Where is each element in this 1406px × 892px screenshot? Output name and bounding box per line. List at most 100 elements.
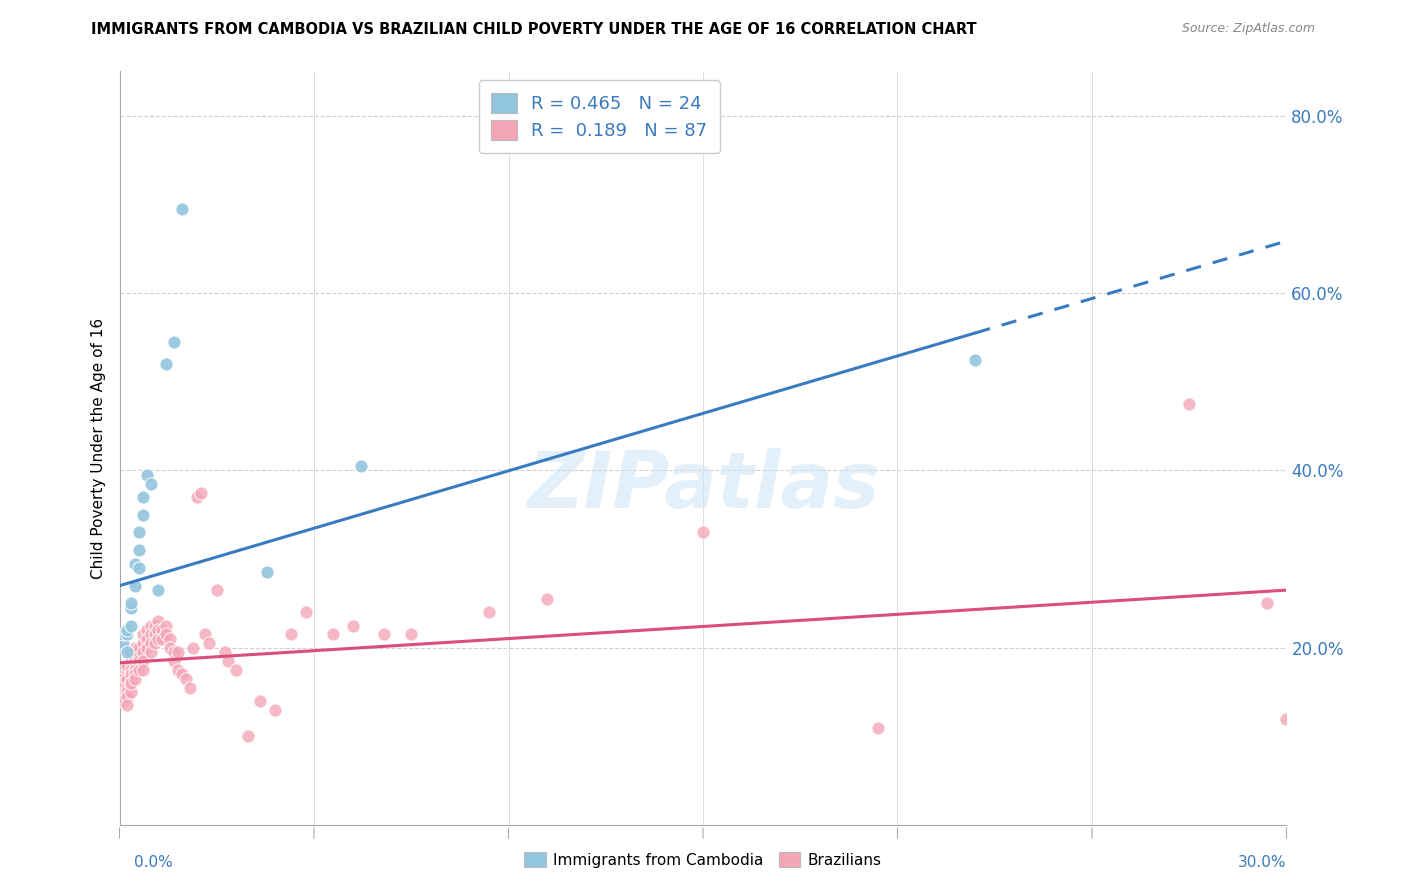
Text: 30.0%: 30.0% [1239,855,1286,870]
Point [132,627,155,641]
Point [866,721,890,735]
Point [120,645,142,659]
Text: Source: ZipAtlas.com: Source: ZipAtlas.com [1181,22,1315,36]
Point [132,645,155,659]
Point [965,352,987,367]
Point [186,490,208,504]
Point [124,557,146,571]
Point [128,543,150,558]
Point [139,618,162,632]
Point [280,627,302,641]
Point [120,676,142,690]
Point [120,676,142,690]
Point [132,508,155,522]
Point [159,632,181,646]
Point [692,525,714,540]
Point [1178,397,1201,411]
Point [120,618,142,632]
Point [120,667,142,681]
Point [163,334,186,349]
Point [143,627,166,641]
Point [139,636,162,650]
Point [117,627,139,641]
Point [132,636,155,650]
Point [225,663,247,677]
Point [139,645,162,659]
Point [1256,596,1278,610]
Point [112,690,135,704]
Point [205,583,228,598]
Point [148,583,170,598]
Point [159,640,181,655]
Point [155,618,177,632]
Point [128,649,150,664]
Point [143,618,166,632]
Point [117,685,139,699]
Point [166,645,188,659]
Text: ZIPatlas: ZIPatlas [527,448,879,524]
Text: 0.0%: 0.0% [134,855,173,870]
Point [124,654,146,668]
Point [163,645,186,659]
Point [214,645,236,659]
Point [112,685,135,699]
Point [120,596,142,610]
Point [132,663,155,677]
Point [132,654,155,668]
Point [128,663,150,677]
Point [150,623,173,637]
Point [117,672,139,686]
Point [124,579,146,593]
Point [120,654,142,668]
Point [148,632,170,646]
Point [112,627,135,641]
Point [132,490,155,504]
Point [124,640,146,655]
Point [148,614,170,628]
Point [322,627,344,641]
Point [112,676,135,690]
Point [170,667,193,681]
Point [117,681,139,695]
Point [117,658,139,673]
Point [179,681,201,695]
Point [163,654,186,668]
Point [120,600,142,615]
Point [166,663,188,677]
Point [124,663,146,677]
Point [135,623,157,637]
Point [135,632,157,646]
Point [128,640,150,655]
Point [256,566,278,580]
Point [112,694,135,708]
Point [112,681,135,695]
Point [150,632,173,646]
Point [236,730,259,744]
Point [217,654,239,668]
Point [124,649,146,664]
Point [249,694,271,708]
Point [478,605,501,619]
Point [190,485,212,500]
Point [117,690,139,704]
Point [155,627,177,641]
Point [350,458,373,473]
Text: IMMIGRANTS FROM CAMBODIA VS BRAZILIAN CHILD POVERTY UNDER THE AGE OF 16 CORRELAT: IMMIGRANTS FROM CAMBODIA VS BRAZILIAN CH… [91,22,977,37]
Point [135,467,157,482]
Y-axis label: Child Poverty Under the Age of 16: Child Poverty Under the Age of 16 [90,318,105,579]
Point [264,703,287,717]
Point [139,476,162,491]
Point [120,663,142,677]
Point [174,672,197,686]
Legend: Immigrants from Cambodia, Brazilians: Immigrants from Cambodia, Brazilians [517,846,889,873]
Point [117,698,139,713]
Point [117,623,139,637]
Point [198,636,221,650]
Point [194,627,217,641]
Point [1275,712,1298,726]
Point [120,685,142,699]
Point [373,627,395,641]
Point [183,640,205,655]
Point [295,605,318,619]
Legend: R = 0.465   N = 24, R =  0.189   N = 87: R = 0.465 N = 24, R = 0.189 N = 87 [478,80,720,153]
